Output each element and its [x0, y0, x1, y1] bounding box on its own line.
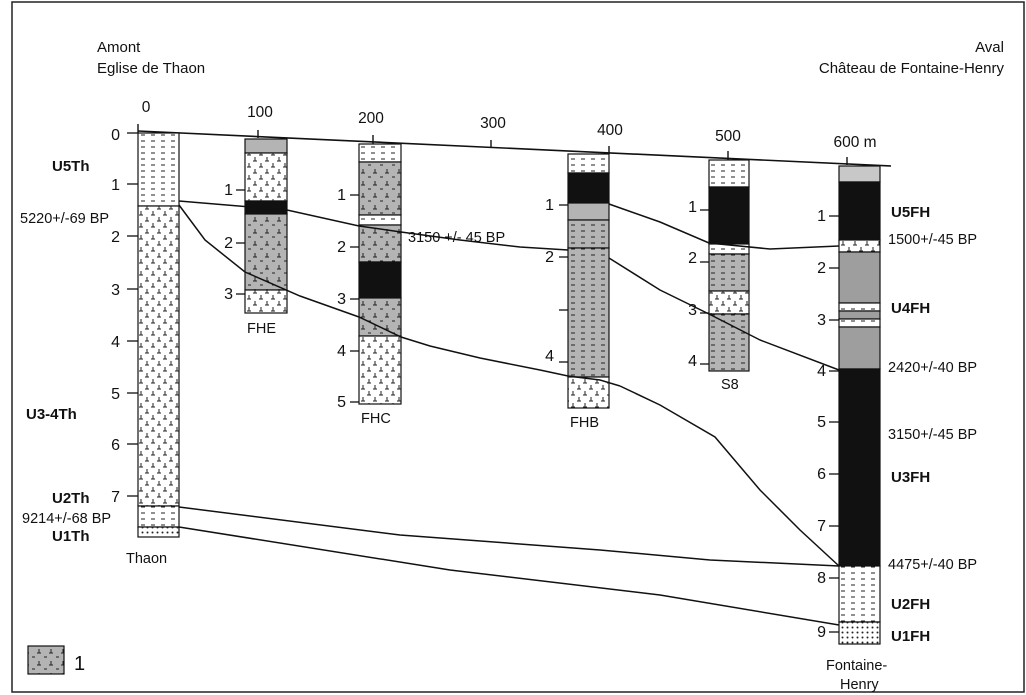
thaon-depth-4: 4 — [111, 334, 120, 351]
fontaine-depth-4: 4 — [817, 363, 826, 380]
date-fh-4475: 4475+/-40 BP — [888, 557, 977, 573]
distance-tick-200: 200 — [358, 110, 384, 127]
date-fh-1500: 1500+/-45 BP — [888, 232, 977, 248]
column-label-fhc: FHC — [361, 411, 391, 427]
s8-depth-3: 3 — [688, 302, 697, 319]
fhb-depth-ticks — [559, 204, 568, 363]
thaon-depth-6: 6 — [111, 437, 120, 454]
header-upstream-site: Eglise de Thaon — [97, 60, 205, 77]
fhc-depth-3: 3 — [337, 291, 346, 308]
fhe-depth-2: 2 — [224, 235, 233, 252]
distance-tick-0: 0 — [142, 99, 151, 116]
thaon-depth-1: 1 — [111, 177, 120, 194]
s8-depth-2: 2 — [688, 250, 697, 267]
fhc-depth-2: 2 — [337, 239, 346, 256]
legend-label: 1 — [74, 653, 85, 675]
unit-u3fh: U3FH — [891, 469, 930, 486]
column-label-fhe: FHE — [247, 321, 276, 337]
header-downstream: Aval — [975, 39, 1004, 56]
correlation-u5-base — [178, 200, 569, 251]
column-label-thaon: Thaon — [126, 551, 167, 567]
column-fhe — [244, 138, 288, 314]
fhb-depth-2: 2 — [545, 249, 554, 266]
date-fh-2420: 2420+/-40 BP — [888, 360, 977, 376]
header-downstream-site: Château de Fontaine-Henry — [819, 60, 1005, 77]
distance-tick-500: 500 — [715, 128, 741, 145]
unit-u4fh: U4FH — [891, 300, 930, 317]
figure-frame — [11, 1, 1025, 693]
fhb-depth-4: 4 — [545, 348, 554, 365]
distance-ticks — [137, 124, 848, 165]
fhc-depth-ticks — [350, 194, 359, 403]
header-upstream: Amont — [97, 39, 141, 56]
surface-line — [137, 130, 892, 167]
thaon-depth-ticks — [127, 132, 138, 497]
fhe-depth-ticks — [236, 189, 245, 295]
correlation-u1-top — [178, 526, 840, 626]
column-label-s8: S8 — [721, 377, 739, 393]
s8-depth-4: 4 — [688, 353, 697, 370]
fontaine-depth-9: 9 — [817, 624, 826, 641]
distance-tick-400: 400 — [597, 122, 623, 139]
unit-u5th: U5Th — [52, 158, 90, 175]
fontaine-depth-6: 6 — [817, 466, 826, 483]
column-label-fhb: FHB — [570, 415, 599, 431]
fhc-depth-4: 4 — [337, 343, 346, 360]
thaon-depth-7: 7 — [111, 489, 120, 506]
fhe-depth-1: 1 — [224, 182, 233, 199]
correlation-u3-top — [178, 204, 621, 387]
fontaine-depth-8: 8 — [817, 570, 826, 587]
s8-depth-1: 1 — [688, 199, 697, 216]
thaon-depth-0: 0 — [111, 127, 120, 144]
correlation-u2-top — [178, 506, 840, 567]
thaon-depth-3: 3 — [111, 282, 120, 299]
column-thaon — [137, 132, 180, 538]
correlation-u3-deep — [619, 385, 840, 567]
legend-swatch — [27, 645, 65, 675]
column-label-fontaine-henry-2: Henry — [840, 677, 879, 693]
distance-tick-300: 300 — [480, 115, 506, 132]
s8-depth-ticks — [700, 209, 709, 365]
unit-u3-4th: U3-4Th — [26, 406, 77, 423]
fhe-depth-3: 3 — [224, 286, 233, 303]
fontaine-depth-5: 5 — [817, 414, 826, 431]
fontaine-depth-3: 3 — [817, 312, 826, 329]
unit-u1th: U1Th — [52, 528, 90, 545]
fontaine-depth-ticks — [829, 215, 839, 633]
date-thaon-9214: 9214+/-68 BP — [22, 511, 111, 527]
distance-tick-100: 100 — [247, 104, 273, 121]
distance-tick-600: 600 m — [833, 134, 876, 151]
column-fhb — [567, 153, 610, 409]
correlation-u5-base-downstream — [608, 203, 840, 250]
date-thaon-5220: 5220+/-69 BP — [20, 211, 109, 227]
fhc-depth-1: 1 — [337, 187, 346, 204]
fontaine-depth-2: 2 — [817, 260, 826, 277]
column-fhc — [358, 143, 402, 405]
column-fontaine-henry — [838, 165, 881, 645]
column-label-fontaine-henry-1: Fontaine- — [826, 658, 887, 674]
correlation-lines — [178, 200, 840, 626]
fhb-depth-1: 1 — [545, 197, 554, 214]
correlation-u3-mid — [608, 257, 840, 371]
thaon-depth-2: 2 — [111, 229, 120, 246]
column-s8 — [708, 159, 750, 372]
date-fh-3150: 3150+/-45 BP — [888, 427, 977, 443]
unit-u5fh: U5FH — [891, 204, 930, 221]
fhc-depth-5: 5 — [337, 394, 346, 411]
unit-u1fh: U1FH — [891, 628, 930, 645]
thaon-depth-5: 5 — [111, 386, 120, 403]
unit-u2fh: U2FH — [891, 596, 930, 613]
unit-u2th: U2Th — [52, 490, 90, 507]
fontaine-depth-7: 7 — [817, 518, 826, 535]
fontaine-depth-1: 1 — [817, 208, 826, 225]
